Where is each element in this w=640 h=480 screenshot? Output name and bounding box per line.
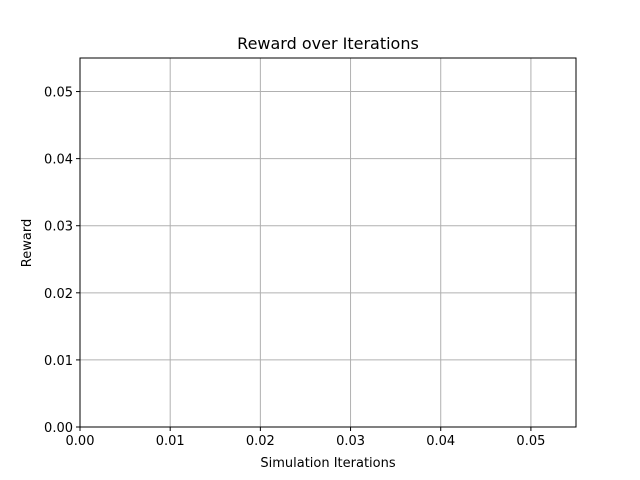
x-tick-label: 0.05 — [516, 434, 545, 449]
plot-frame — [79, 57, 577, 428]
y-tick-label: 0.00 — [44, 421, 73, 436]
tick-marks — [76, 91, 532, 431]
x-tick-label: 0.01 — [156, 434, 185, 449]
y-tick-label: 0.05 — [44, 86, 73, 101]
y-axis-label: Reward — [20, 219, 35, 267]
x-tick-label: 0.04 — [426, 434, 455, 449]
y-tick-label: 0.03 — [44, 220, 73, 235]
y-tick-label: 0.01 — [44, 354, 73, 369]
chart-title: Reward over Iterations — [237, 34, 419, 53]
x-tick-label: 0.00 — [66, 434, 95, 449]
y-tick-label: 0.04 — [44, 153, 73, 168]
y-tick-label: 0.02 — [44, 287, 73, 302]
x-tick-label: 0.02 — [246, 434, 275, 449]
x-axis-label: Simulation Iterations — [260, 456, 396, 471]
x-tick-label: 0.03 — [336, 434, 365, 449]
tick-labels: 0.00 0.01 0.02 0.03 0.04 0.05 0.00 0.01 0.02 0.03… — [44, 86, 545, 449]
